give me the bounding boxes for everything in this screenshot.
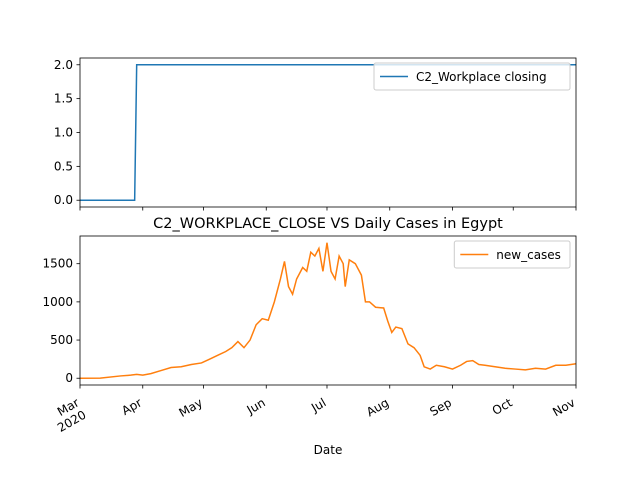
- x-axis-label: Date: [314, 443, 343, 457]
- x-tick-label: Oct: [490, 395, 515, 418]
- x-tick-label: Jun: [244, 395, 268, 417]
- y-tick-label: 1.5: [54, 92, 73, 106]
- y-tick-label: 0: [65, 371, 73, 385]
- x-tick-label: Nov: [550, 395, 577, 419]
- chart-title: C2_WORKPLACE_CLOSE VS Daily Cases in Egy…: [153, 216, 503, 232]
- y-tick-label: 500: [50, 333, 73, 347]
- y-tick-label: 1000: [42, 295, 73, 309]
- x-tick-label: Sep: [427, 395, 454, 418]
- axes-frame: [79, 235, 577, 386]
- x-tick-label: May: [177, 395, 205, 420]
- y-tick-label: 2.0: [54, 58, 73, 72]
- x-tick-label: Aug: [364, 395, 391, 419]
- legend-box: [373, 62, 571, 91]
- data-line: [80, 64, 576, 201]
- data-line: [79, 242, 577, 379]
- x-tick-label: Apr: [119, 395, 144, 418]
- y-tick-label: 1500: [42, 257, 73, 271]
- x-tick-label: Jul: [308, 395, 328, 415]
- y-tick-label: 0.0: [54, 193, 73, 207]
- axes-frame: [79, 57, 577, 208]
- legend-label: new_cases: [496, 248, 561, 262]
- legend-box: [453, 240, 571, 269]
- y-tick-label: 1.0: [54, 126, 73, 140]
- legend-label: C2_Workplace closing: [416, 70, 547, 84]
- y-tick-label: 0.5: [54, 159, 73, 173]
